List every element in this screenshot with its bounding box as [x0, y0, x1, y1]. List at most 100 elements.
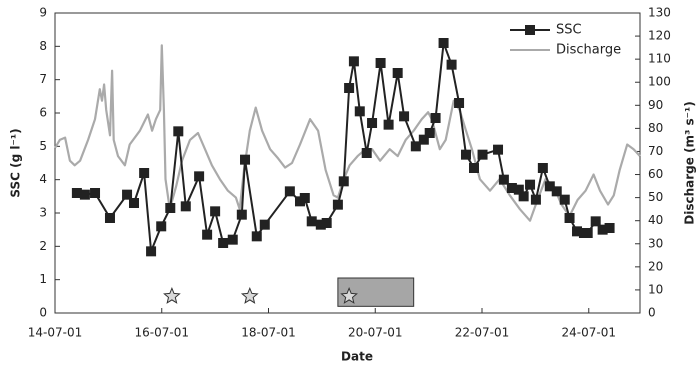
- y-tick-label: 6: [39, 106, 47, 120]
- series-marker: [597, 224, 608, 235]
- y-tick-label: 8: [39, 39, 47, 53]
- y-tick-label: 4: [39, 172, 47, 186]
- y-tick-label: 7: [39, 72, 47, 86]
- y2-tick-label: 110: [648, 52, 671, 66]
- legend-marker: [525, 25, 535, 35]
- y2-tick-label: 120: [648, 29, 671, 43]
- y2-tick-label: 0: [648, 306, 656, 320]
- event-star: [163, 286, 181, 304]
- y-tick-label: 3: [39, 206, 47, 220]
- series-marker: [424, 128, 435, 138]
- y-tick-label: 1: [39, 272, 47, 286]
- x-tick-label: 20-07-01: [348, 326, 402, 340]
- series-marker: [299, 193, 310, 203]
- series-marker: [128, 198, 139, 208]
- legend-label: SSC: [556, 23, 582, 38]
- y2-tick-label: 10: [648, 282, 663, 296]
- series-line: [54, 44, 641, 222]
- y2-tick-label: 70: [648, 144, 663, 158]
- y2-tick-label: 40: [648, 213, 663, 227]
- series-marker: [430, 113, 441, 123]
- series-marker: [375, 58, 386, 68]
- series-marker: [90, 188, 101, 198]
- series-marker: [156, 221, 167, 232]
- series-marker: [590, 216, 601, 227]
- series-marker: [165, 203, 176, 213]
- y-tick-label: 9: [39, 6, 47, 20]
- series-marker: [251, 231, 262, 242]
- series-marker: [438, 38, 449, 48]
- series-marker: [582, 228, 593, 238]
- series-marker: [71, 188, 82, 198]
- series-marker: [506, 183, 517, 193]
- series-marker: [530, 194, 541, 205]
- series-marker: [537, 163, 548, 173]
- y-tick-label: 5: [39, 139, 47, 153]
- series-marker: [240, 154, 251, 165]
- series-marker: [354, 106, 365, 117]
- series-marker: [477, 149, 488, 160]
- x-tick-label: 14-07-01: [28, 326, 82, 340]
- series-marker: [399, 111, 410, 122]
- series-marker: [392, 68, 403, 78]
- series-marker: [525, 179, 536, 190]
- series-marker: [202, 229, 213, 240]
- legend-label: Discharge: [556, 43, 621, 58]
- y2-tick-label: 50: [648, 190, 663, 204]
- series-marker: [418, 134, 429, 145]
- y2-tick-label: 90: [648, 98, 663, 112]
- series-marker: [469, 163, 480, 173]
- y2-tick-label: 30: [648, 236, 663, 250]
- series-marker: [104, 213, 115, 223]
- series-marker: [410, 141, 421, 152]
- plot-frame: [54, 12, 641, 314]
- y2-tick-label: 80: [648, 121, 663, 135]
- y-axis-label: SSC (g l⁻¹): [9, 128, 23, 197]
- x-tick-label: 16-07-01: [135, 326, 189, 340]
- x-tick-label: 18-07-01: [241, 326, 295, 340]
- series-marker: [332, 199, 343, 210]
- y-tick-label: 0: [39, 306, 47, 320]
- series-marker: [361, 148, 372, 158]
- series-marker: [194, 171, 205, 182]
- series-marker: [173, 126, 184, 137]
- series-marker: [446, 59, 457, 70]
- series-marker: [180, 201, 191, 212]
- event-star: [340, 286, 358, 304]
- series-marker: [218, 238, 229, 248]
- series-marker: [284, 186, 295, 197]
- x-tick-label: 22-07-01: [455, 326, 509, 340]
- series-marker: [460, 149, 471, 160]
- series-marker: [338, 176, 349, 187]
- series-marker: [236, 209, 247, 220]
- series-marker: [259, 219, 270, 230]
- series-marker: [513, 184, 524, 195]
- series-marker: [321, 218, 332, 228]
- series-marker: [146, 246, 157, 257]
- series-marker: [604, 223, 615, 233]
- series-marker: [306, 216, 317, 227]
- y2-tick-label: 20: [648, 259, 663, 273]
- series-marker: [79, 189, 90, 200]
- series-marker: [498, 174, 509, 185]
- y2-axis-label: Discharge (m³ s⁻¹): [683, 101, 697, 224]
- series-marker: [344, 83, 355, 93]
- series-marker: [139, 168, 150, 178]
- series-marker: [493, 144, 504, 155]
- series-marker: [383, 119, 394, 130]
- series-line: [76, 42, 610, 253]
- series-marker: [551, 186, 562, 197]
- x-tick-label: 24-07-01: [562, 326, 616, 340]
- series-marker: [210, 206, 221, 217]
- series-marker: [454, 98, 465, 108]
- y2-tick-label: 60: [648, 167, 663, 181]
- y2-tick-label: 100: [648, 75, 671, 89]
- series-marker: [572, 226, 583, 237]
- series-marker: [122, 189, 133, 200]
- series-marker: [564, 213, 575, 223]
- y2-tick-label: 130: [648, 6, 671, 20]
- y-tick-label: 2: [39, 239, 47, 253]
- event-star: [240, 286, 259, 304]
- x-axis-label: Date: [341, 350, 373, 364]
